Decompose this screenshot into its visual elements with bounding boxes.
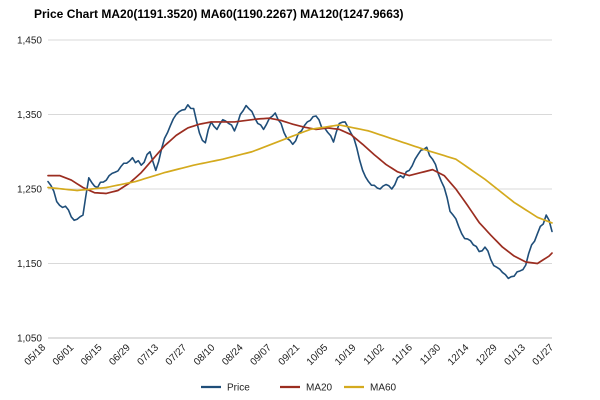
x-tick-label: 05/18 <box>23 342 49 368</box>
x-tick-label: 09/07 <box>248 342 274 368</box>
x-tick-label: 06/01 <box>51 342 77 368</box>
x-tick-label: 11/02 <box>362 342 387 367</box>
x-tick-label: 10/19 <box>333 342 359 368</box>
chart-title: Price Chart MA20(1191.3520) MA60(1190.22… <box>34 7 404 21</box>
x-tick-label: 11/30 <box>418 342 443 367</box>
x-tick-label: 12/29 <box>474 342 500 368</box>
x-tick-label: 11/16 <box>390 342 415 367</box>
grid-layer <box>48 39 552 339</box>
axis-layer: 1,050 1,150 1,250 1,350 1,450 05/18 06/01 06/15… <box>17 36 556 368</box>
x-tick-label: 06/15 <box>79 342 105 368</box>
legend-label-ma20: MA20 <box>306 383 333 394</box>
y-tick-label: 1,250 <box>17 185 42 196</box>
legend-label-price: Price <box>227 383 250 394</box>
series-line-ma60 <box>47 124 553 224</box>
legend-label-ma60: MA60 <box>370 383 397 394</box>
series-layer <box>47 104 553 280</box>
x-tick-label: 06/29 <box>107 342 133 368</box>
x-tick-label: 07/27 <box>164 342 190 368</box>
x-tick-label: 08/24 <box>220 342 246 368</box>
x-tick-label: 09/21 <box>277 342 303 368</box>
x-tick-label: 07/13 <box>136 342 162 368</box>
x-tick-label: 01/27 <box>531 342 557 368</box>
series-line-price <box>47 104 553 280</box>
series-line-ma20 <box>47 117 553 265</box>
x-tick-label: 08/10 <box>192 342 218 368</box>
y-tick-label: 1,450 <box>17 36 42 47</box>
x-tick-label: 01/13 <box>502 342 528 368</box>
y-tick-label: 1,050 <box>17 334 42 345</box>
x-tick-label: 12/14 <box>446 342 472 368</box>
x-tick-label: 10/05 <box>305 342 331 368</box>
legend-layer: Price MA20 MA60 <box>201 383 397 394</box>
y-tick-label: 1,350 <box>17 110 42 121</box>
y-tick-label: 1,150 <box>17 259 42 270</box>
